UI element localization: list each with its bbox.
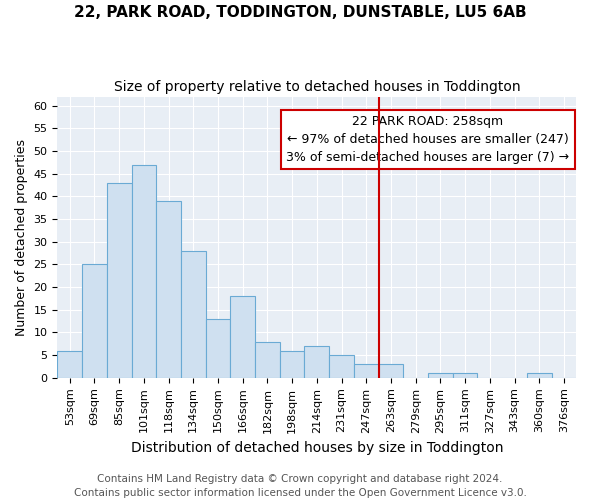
Bar <box>329 355 354 378</box>
Bar <box>280 350 304 378</box>
Text: 22 PARK ROAD: 258sqm
← 97% of detached houses are smaller (247)
3% of semi-detac: 22 PARK ROAD: 258sqm ← 97% of detached h… <box>286 114 569 164</box>
Bar <box>527 374 551 378</box>
X-axis label: Distribution of detached houses by size in Toddington: Distribution of detached houses by size … <box>131 441 503 455</box>
Text: Contains HM Land Registry data © Crown copyright and database right 2024.
Contai: Contains HM Land Registry data © Crown c… <box>74 474 526 498</box>
Bar <box>107 182 131 378</box>
Bar <box>156 201 181 378</box>
Bar <box>428 374 453 378</box>
Text: 22, PARK ROAD, TODDINGTON, DUNSTABLE, LU5 6AB: 22, PARK ROAD, TODDINGTON, DUNSTABLE, LU… <box>74 5 526 20</box>
Bar <box>354 364 379 378</box>
Bar <box>255 342 280 378</box>
Title: Size of property relative to detached houses in Toddington: Size of property relative to detached ho… <box>113 80 520 94</box>
Bar <box>131 164 156 378</box>
Bar <box>206 319 230 378</box>
Bar <box>453 374 478 378</box>
Bar <box>379 364 403 378</box>
Bar <box>82 264 107 378</box>
Bar <box>304 346 329 378</box>
Bar <box>58 350 82 378</box>
Bar <box>181 251 206 378</box>
Y-axis label: Number of detached properties: Number of detached properties <box>15 138 28 336</box>
Bar <box>230 296 255 378</box>
